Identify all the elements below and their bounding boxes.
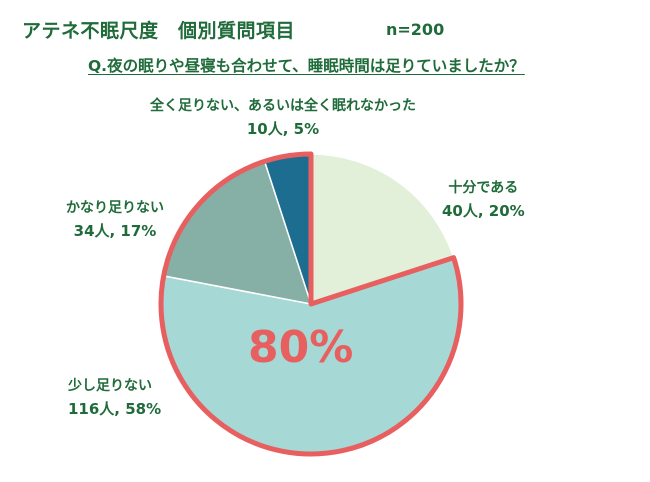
slice-label-sufficient: 十分である 40人, 20% <box>442 178 525 223</box>
highlight-percentage-callout: 80% <box>248 322 354 373</box>
sample-size-label: n=200 <box>386 20 445 39</box>
highlight-outline <box>158 151 464 457</box>
slice-label-sufficient-name: 十分である <box>448 180 519 196</box>
slice-label-quite-insufficient-name: かなり足りない <box>66 200 164 216</box>
survey-question: Q.夜の眠りや昼寝も合わせて、睡眠時間は足りていましたか？ <box>88 57 525 75</box>
pie-slice-0 <box>310 153 455 306</box>
slice-label-slightly-insufficient-name: 少し足りない <box>68 378 152 394</box>
slice-label-quite-insufficient-value: 34人, 17% <box>73 221 157 240</box>
slice-label-not-at-all-value: 10人, 5% <box>246 119 320 138</box>
slice-label-not-at-all-name: 全く足りない、あるいは全く眠れなかった <box>150 98 416 114</box>
slice-label-sufficient-value: 40人, 20% <box>442 201 525 220</box>
chart-title: アテネ不眠尺度 個別質問項目 <box>22 20 296 42</box>
slice-label-not-at-all: 全く足りない、あるいは全く眠れなかった 10人, 5% <box>150 96 416 141</box>
highlight-outline-group <box>158 151 464 457</box>
slice-label-slightly-insufficient: 少し足りない 116人, 58% <box>68 376 161 421</box>
slice-label-quite-insufficient: かなり足りない 34人, 17% <box>66 198 164 243</box>
pie-slices <box>160 153 462 455</box>
slice-label-slightly-insufficient-value: 116人, 58% <box>68 399 162 418</box>
